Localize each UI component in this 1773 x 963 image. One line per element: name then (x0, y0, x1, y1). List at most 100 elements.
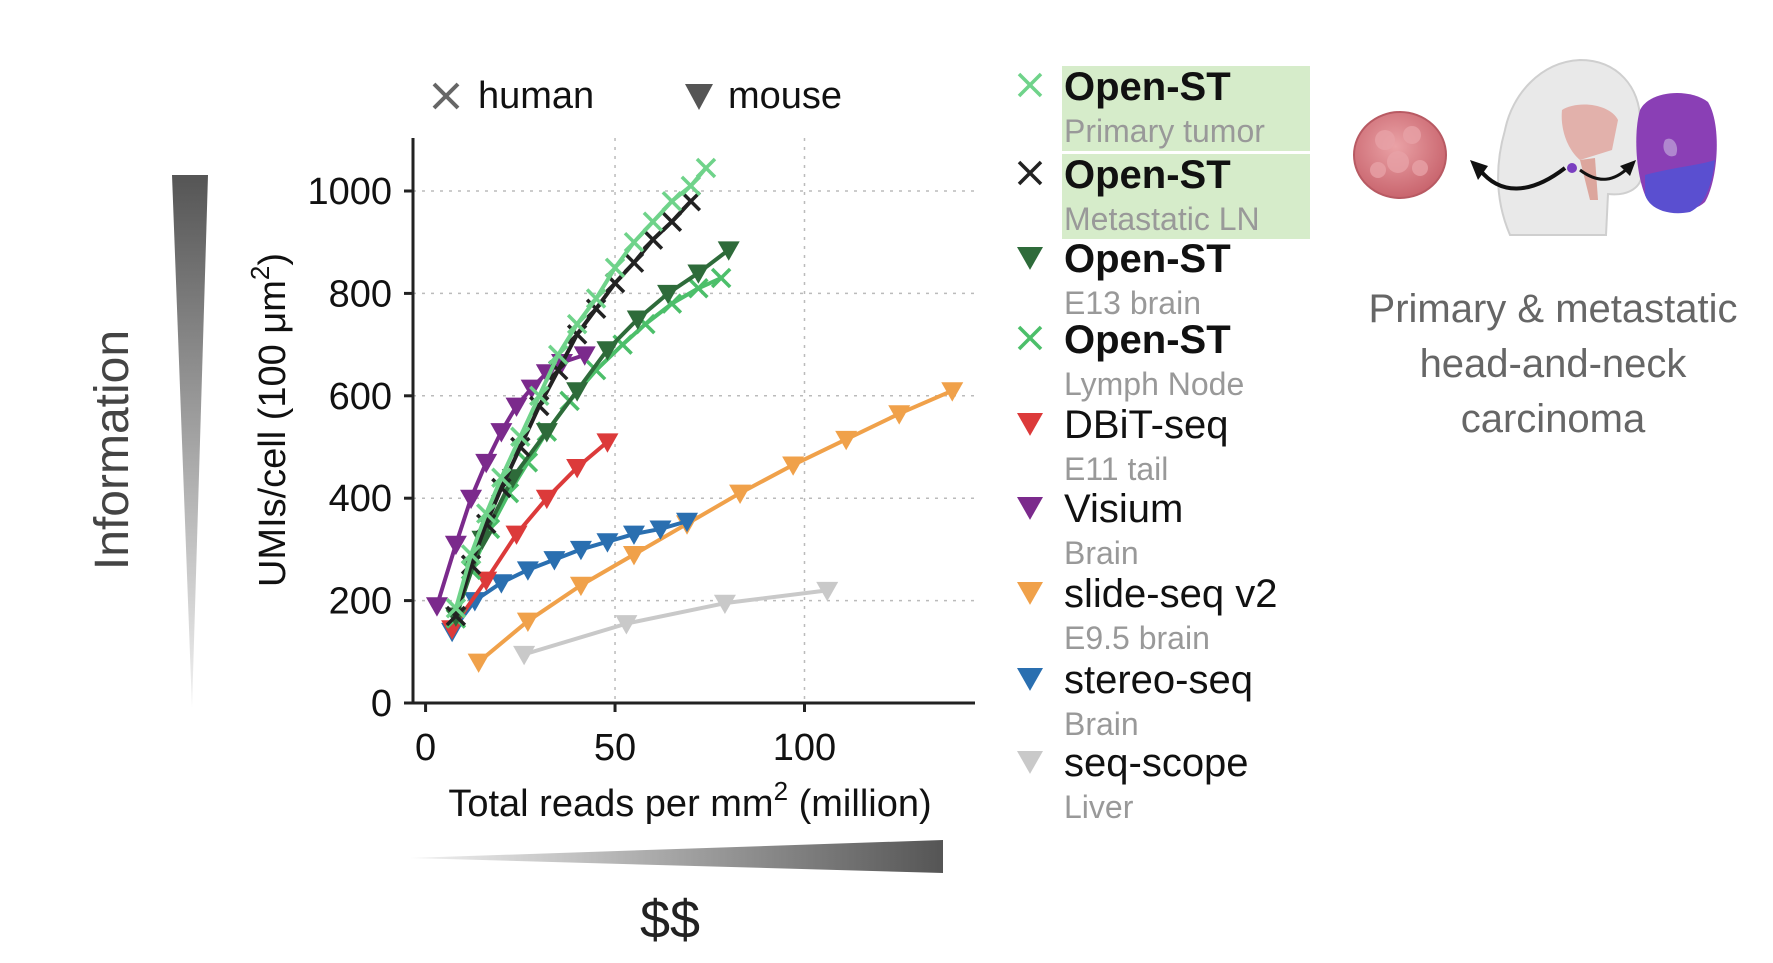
anatomy-inset: Primary & metastatic head-and-neck carci… (1353, 58, 1737, 441)
tumor-icon (1353, 111, 1447, 199)
legend-marker (1017, 325, 1043, 351)
data-point (710, 267, 732, 289)
data-point (547, 344, 569, 366)
data-point (676, 512, 699, 533)
data-point (713, 594, 736, 615)
data-point (615, 615, 638, 635)
data-point (816, 581, 839, 602)
inset-caption-line-3: carcinoma (1461, 397, 1646, 441)
data-point (680, 175, 702, 197)
series-1 (445, 157, 717, 619)
y-tick-label: 0 (371, 683, 392, 725)
legend-name: slide-seq v2 (1064, 572, 1277, 616)
data-point (535, 423, 558, 443)
data-point (626, 310, 649, 330)
arrowhead-left-icon (1470, 160, 1488, 180)
data-point (516, 561, 539, 581)
legend-marker (1017, 750, 1043, 774)
cost-gradient-wedge (410, 840, 943, 873)
legend-marker (1017, 160, 1043, 186)
data-point (445, 598, 467, 619)
data-point (585, 288, 607, 309)
data-point (569, 576, 592, 597)
data-point (642, 229, 664, 250)
data-point (460, 544, 482, 565)
x-tick-label: 0 (415, 727, 436, 769)
axes (411, 138, 975, 705)
marker-key: human mouse (432, 75, 842, 117)
data-point (782, 456, 805, 476)
series-line (477, 388, 954, 664)
y-axis-label-superscript: 2 (245, 266, 275, 280)
head-profile-icon (1497, 58, 1654, 236)
data-point (505, 525, 528, 545)
x-axis-label-text: Total reads per mm (448, 783, 773, 825)
data-point (475, 453, 498, 474)
data-point (623, 252, 645, 273)
series-3 (444, 241, 740, 627)
y-tick-label: 200 (329, 581, 392, 623)
legend-entry-7: slide-seq v2 E9.5 brain (1017, 572, 1277, 656)
data-point (680, 191, 702, 212)
legend-subtitle: Primary tumor (1064, 113, 1265, 149)
legend-name: stereo-seq (1064, 658, 1253, 702)
data-point (490, 574, 513, 594)
legend-subtitle: Liver (1064, 789, 1134, 825)
legend-entry-3: Open-ST E13 brain (1017, 237, 1231, 321)
data-point (596, 433, 619, 453)
y-axis-label-suffix: ) (252, 253, 294, 266)
data-point (695, 157, 717, 179)
legend-subtitle: Brain (1064, 706, 1139, 742)
legend-marker (1017, 581, 1043, 605)
cost-label: $$ (640, 890, 700, 950)
y-axis-label: UMIs/cell (100 μm2) (245, 253, 294, 587)
series-line (450, 519, 688, 633)
data-point (475, 571, 498, 592)
data-point (623, 231, 645, 253)
data-point (444, 535, 467, 556)
data-point (425, 597, 448, 617)
arrowhead-right-icon (1620, 160, 1636, 176)
series-5 (441, 433, 619, 640)
data-point (687, 264, 710, 284)
data-point (888, 405, 911, 425)
data-point (513, 645, 536, 666)
arrow-left-icon (1478, 166, 1567, 191)
tick-labels: 0 200 400 600 800 1000 0 50 100 (307, 171, 836, 769)
data-point (543, 551, 566, 571)
data-point (566, 459, 589, 479)
data-point (661, 211, 683, 232)
legend-marker (1017, 496, 1043, 520)
data-point (535, 489, 558, 510)
information-label: Information (86, 330, 139, 570)
data-point (463, 592, 486, 612)
legend-entry-9: seq-scope Liver (1017, 741, 1249, 825)
x-axis-label: Total reads per mm2 (million) (448, 776, 931, 825)
data-point (529, 385, 550, 407)
data-point (505, 397, 528, 417)
data-point (475, 503, 497, 524)
legend-marker (1017, 412, 1043, 436)
plot-area: 0 200 400 600 800 1000 0 50 100 (307, 138, 975, 769)
legend-marker (1017, 246, 1043, 270)
data-point (490, 423, 513, 443)
data-point (510, 426, 531, 447)
data-point (604, 257, 626, 279)
legend-subtitle: Lymph Node (1064, 366, 1244, 402)
legend-subtitle: Metastatic LN (1064, 201, 1260, 237)
triangle-marker-icon (685, 84, 713, 110)
data-point (729, 484, 752, 504)
series-2 (445, 191, 702, 627)
legend-entry-6: Visium Brain (1017, 487, 1183, 571)
x-axis-label-suffix: (million) (788, 783, 932, 825)
arrow-right-icon (1579, 166, 1630, 181)
data-point (566, 382, 589, 402)
series-9 (513, 581, 839, 666)
data-point (596, 341, 619, 361)
data-point (622, 546, 645, 566)
legend-entry-8: stereo-seq Brain (1017, 658, 1253, 742)
data-point (445, 605, 467, 627)
x-axis-label-superscript: 2 (774, 776, 788, 806)
